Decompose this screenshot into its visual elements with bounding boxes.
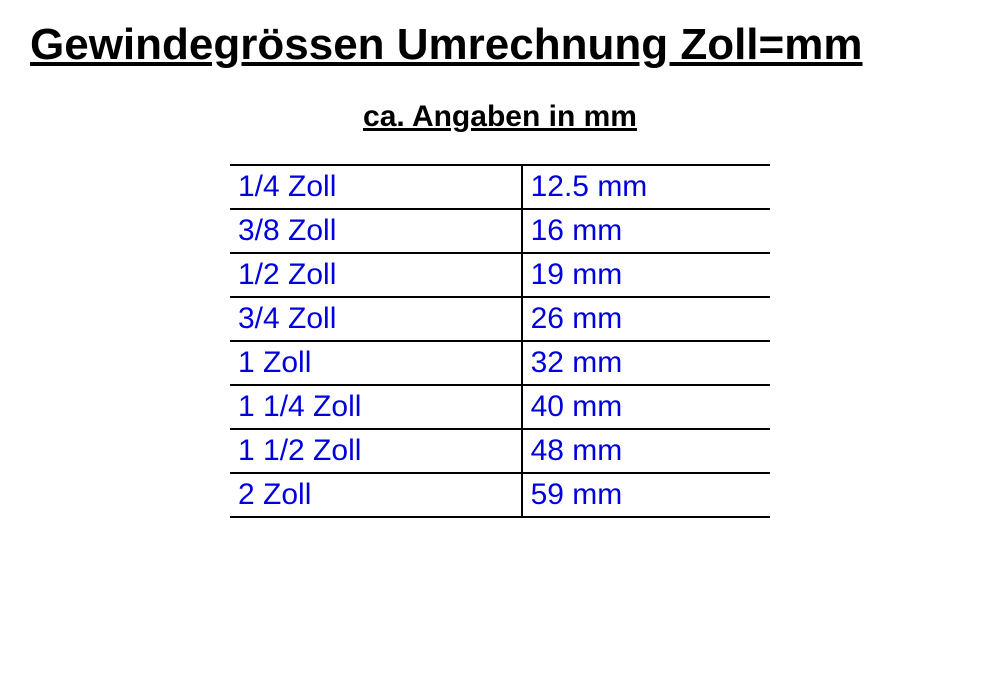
cell-mm: 59 mm <box>522 473 770 517</box>
page-title: Gewindegrössen Umrechnung Zoll=mm <box>30 20 970 70</box>
table-row: 1/2 Zoll 19 mm <box>230 253 770 297</box>
cell-zoll: 3/4 Zoll <box>230 297 522 341</box>
table-body: 1/4 Zoll 12.5 mm 3/8 Zoll 16 mm 1/2 Zoll… <box>230 165 770 517</box>
cell-zoll: 3/8 Zoll <box>230 209 522 253</box>
cell-zoll: 1/4 Zoll <box>230 165 522 209</box>
table-row: 2 Zoll 59 mm <box>230 473 770 517</box>
table-row: 1 Zoll 32 mm <box>230 341 770 385</box>
cell-mm: 26 mm <box>522 297 770 341</box>
cell-zoll: 1/2 Zoll <box>230 253 522 297</box>
cell-mm: 16 mm <box>522 209 770 253</box>
cell-zoll: 2 Zoll <box>230 473 522 517</box>
table-row: 3/8 Zoll 16 mm <box>230 209 770 253</box>
cell-zoll: 1 1/4 Zoll <box>230 385 522 429</box>
table-row: 1/4 Zoll 12.5 mm <box>230 165 770 209</box>
table-row: 3/4 Zoll 26 mm <box>230 297 770 341</box>
conversion-table: 1/4 Zoll 12.5 mm 3/8 Zoll 16 mm 1/2 Zoll… <box>230 164 770 518</box>
cell-mm: 48 mm <box>522 429 770 473</box>
cell-mm: 40 mm <box>522 385 770 429</box>
table-row: 1 1/2 Zoll 48 mm <box>230 429 770 473</box>
cell-mm: 19 mm <box>522 253 770 297</box>
cell-mm: 12.5 mm <box>522 165 770 209</box>
cell-zoll: 1 1/2 Zoll <box>230 429 522 473</box>
cell-zoll: 1 Zoll <box>230 341 522 385</box>
page-subtitle: ca. Angaben in mm <box>30 100 970 134</box>
cell-mm: 32 mm <box>522 341 770 385</box>
table-row: 1 1/4 Zoll 40 mm <box>230 385 770 429</box>
table-container: 1/4 Zoll 12.5 mm 3/8 Zoll 16 mm 1/2 Zoll… <box>30 164 970 518</box>
